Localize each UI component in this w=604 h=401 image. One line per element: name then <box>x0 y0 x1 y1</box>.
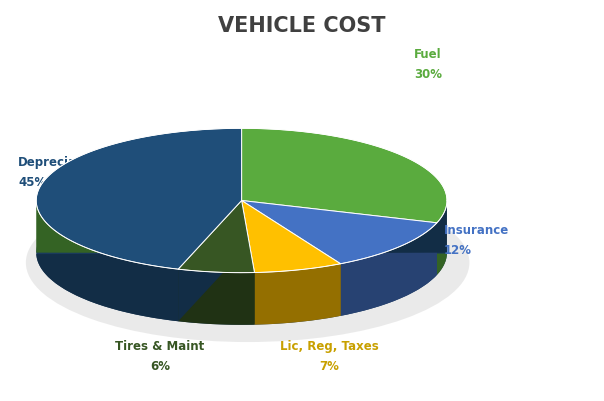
Text: Lic, Reg, Taxes: Lic, Reg, Taxes <box>280 340 379 353</box>
Text: 7%: 7% <box>320 360 339 373</box>
Text: 6%: 6% <box>150 360 170 373</box>
Ellipse shape <box>26 183 469 342</box>
Text: 12%: 12% <box>444 244 472 257</box>
Text: VEHICLE COST: VEHICLE COST <box>218 16 386 36</box>
Polygon shape <box>178 269 254 325</box>
Polygon shape <box>242 200 341 273</box>
Polygon shape <box>242 200 341 316</box>
Text: Fuel: Fuel <box>414 48 442 61</box>
Ellipse shape <box>36 180 447 325</box>
Polygon shape <box>36 200 447 275</box>
Polygon shape <box>242 200 437 275</box>
Polygon shape <box>36 128 242 269</box>
Text: 45%: 45% <box>18 176 47 189</box>
Polygon shape <box>178 200 242 321</box>
Polygon shape <box>242 200 437 275</box>
Polygon shape <box>341 223 437 316</box>
Polygon shape <box>178 200 254 273</box>
Polygon shape <box>242 200 437 264</box>
Polygon shape <box>242 200 341 316</box>
Polygon shape <box>36 200 447 321</box>
Polygon shape <box>242 200 254 325</box>
Polygon shape <box>178 200 242 321</box>
Polygon shape <box>254 264 341 325</box>
Polygon shape <box>242 128 447 223</box>
Text: Tires & Maint: Tires & Maint <box>115 340 205 353</box>
Text: Depreciation: Depreciation <box>18 156 103 169</box>
Text: Insurance: Insurance <box>444 224 509 237</box>
Polygon shape <box>242 200 254 325</box>
Text: 30%: 30% <box>414 68 442 81</box>
